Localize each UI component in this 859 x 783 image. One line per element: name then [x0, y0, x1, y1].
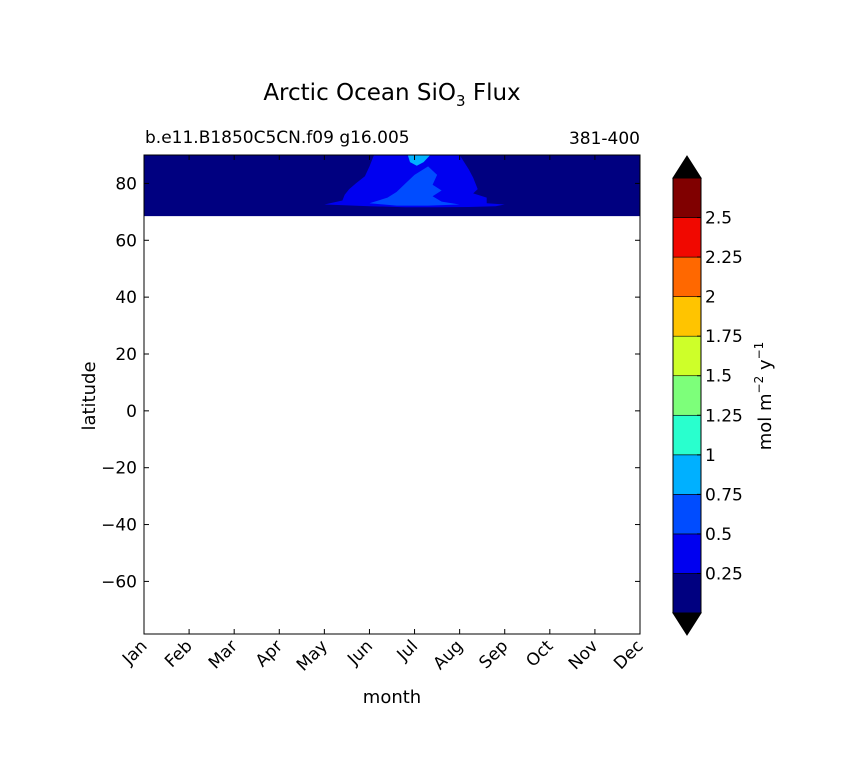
- x-tick-label: Jun: [343, 636, 377, 670]
- colorbar-segment: [672, 217, 702, 258]
- colorbar-tick-label: 1: [705, 446, 716, 466]
- colorbar-segment: [672, 494, 702, 535]
- x-tick-label: Nov: [565, 636, 603, 674]
- colorbar-tick-label: 0.75: [705, 485, 743, 505]
- y-tick-label: 80: [115, 174, 137, 194]
- chart-title: Arctic Ocean SiO3 Flux: [263, 80, 520, 110]
- colorbar-label: mol m−2 y−1: [752, 342, 776, 451]
- colorbar-segment: [672, 573, 702, 614]
- colorbar-tick-label: 2: [705, 288, 716, 308]
- x-axis-label: month: [363, 687, 421, 708]
- colorbar-tick-label: 2.5: [705, 209, 732, 229]
- contour-fill-0_75: [407, 155, 431, 166]
- colorbar-tick-label: 1.75: [705, 327, 743, 347]
- x-tick-label: Jul: [393, 636, 422, 665]
- colorbar-tick-label: 0.25: [705, 564, 743, 584]
- colorbar-over-arrow: [672, 155, 702, 179]
- chart-subtitle-right: 381-400: [569, 129, 640, 149]
- colorbar-segment: [672, 335, 702, 377]
- y-axis-label: latitude: [79, 361, 100, 430]
- y-tick-label: 20: [115, 345, 137, 365]
- colorbar: 0.25 0.5 0.75 1 1.25 1.5 1.75 2 2.25 2.5: [672, 155, 743, 636]
- colorbar-tick-label: 1.25: [705, 406, 743, 426]
- y-tick-label: −20: [101, 459, 137, 479]
- colorbar-segment: [672, 256, 702, 297]
- y-tick-label: −40: [101, 516, 137, 536]
- colorbar-segment: [672, 414, 702, 456]
- y-tick-label: 60: [115, 231, 137, 251]
- colorbar-under-arrow: [672, 612, 702, 636]
- colorbar-segment: [672, 375, 702, 416]
- x-tick-label: May: [293, 636, 332, 675]
- y-axis: 80 60 40 20 0 −20 −40 −60: [101, 174, 640, 592]
- colorbar-segment: [672, 296, 702, 337]
- y-tick-label: 0: [126, 402, 137, 422]
- contour-layer: [144, 155, 640, 217]
- colorbar-tick-label: 1.5: [705, 367, 732, 387]
- x-tick-label: Jan: [118, 636, 151, 669]
- contour-fill-0_5: [369, 166, 460, 206]
- y-tick-label: −60: [101, 572, 137, 592]
- x-tick-label: Oct: [522, 636, 557, 671]
- x-tick-label: Dec: [610, 636, 647, 673]
- colorbar-segment: [672, 533, 702, 574]
- x-tick-label: Sep: [475, 636, 512, 673]
- x-tick-label: Aug: [430, 636, 468, 674]
- plot-frame: [143, 154, 641, 635]
- colorbar-segment: [672, 454, 702, 495]
- colorbar-tick-label: 0.5: [705, 525, 732, 545]
- x-tick-label: Feb: [161, 636, 196, 671]
- x-tick-label: Apr: [252, 636, 287, 671]
- x-tick-label: Mar: [205, 636, 242, 673]
- colorbar-segment: [672, 177, 702, 218]
- chart-subtitle-left: b.e11.B1850C5CN.f09 g16.005: [145, 128, 410, 148]
- plot-background: [144, 155, 640, 634]
- colorbar-tick-label: 2.25: [705, 248, 743, 268]
- colorbar-frame: [672, 177, 702, 614]
- y-tick-label: 40: [115, 288, 137, 308]
